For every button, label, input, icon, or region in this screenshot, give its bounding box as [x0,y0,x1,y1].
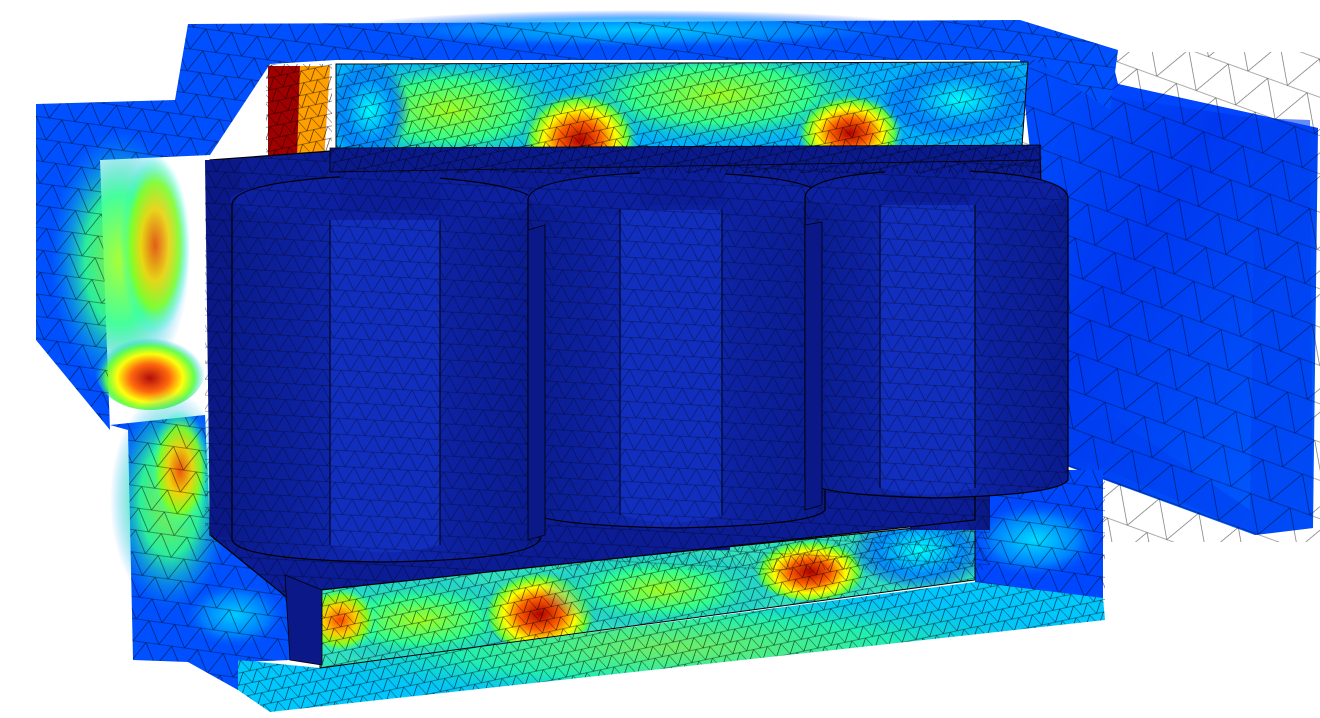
tank-right-section [1020,52,1320,542]
core-top-clamp [329,144,1042,173]
core-top-yoke [266,61,1029,192]
winding-coil-3 [804,160,1069,499]
winding-coil-1 [230,165,541,563]
tank-bottom-rim [238,582,1105,712]
tank-left-lower-body [110,390,300,690]
inter-coil-barriers [284,221,823,666]
tank-top-left-flange [36,10,1118,430]
winding-coil-2 [527,160,826,529]
